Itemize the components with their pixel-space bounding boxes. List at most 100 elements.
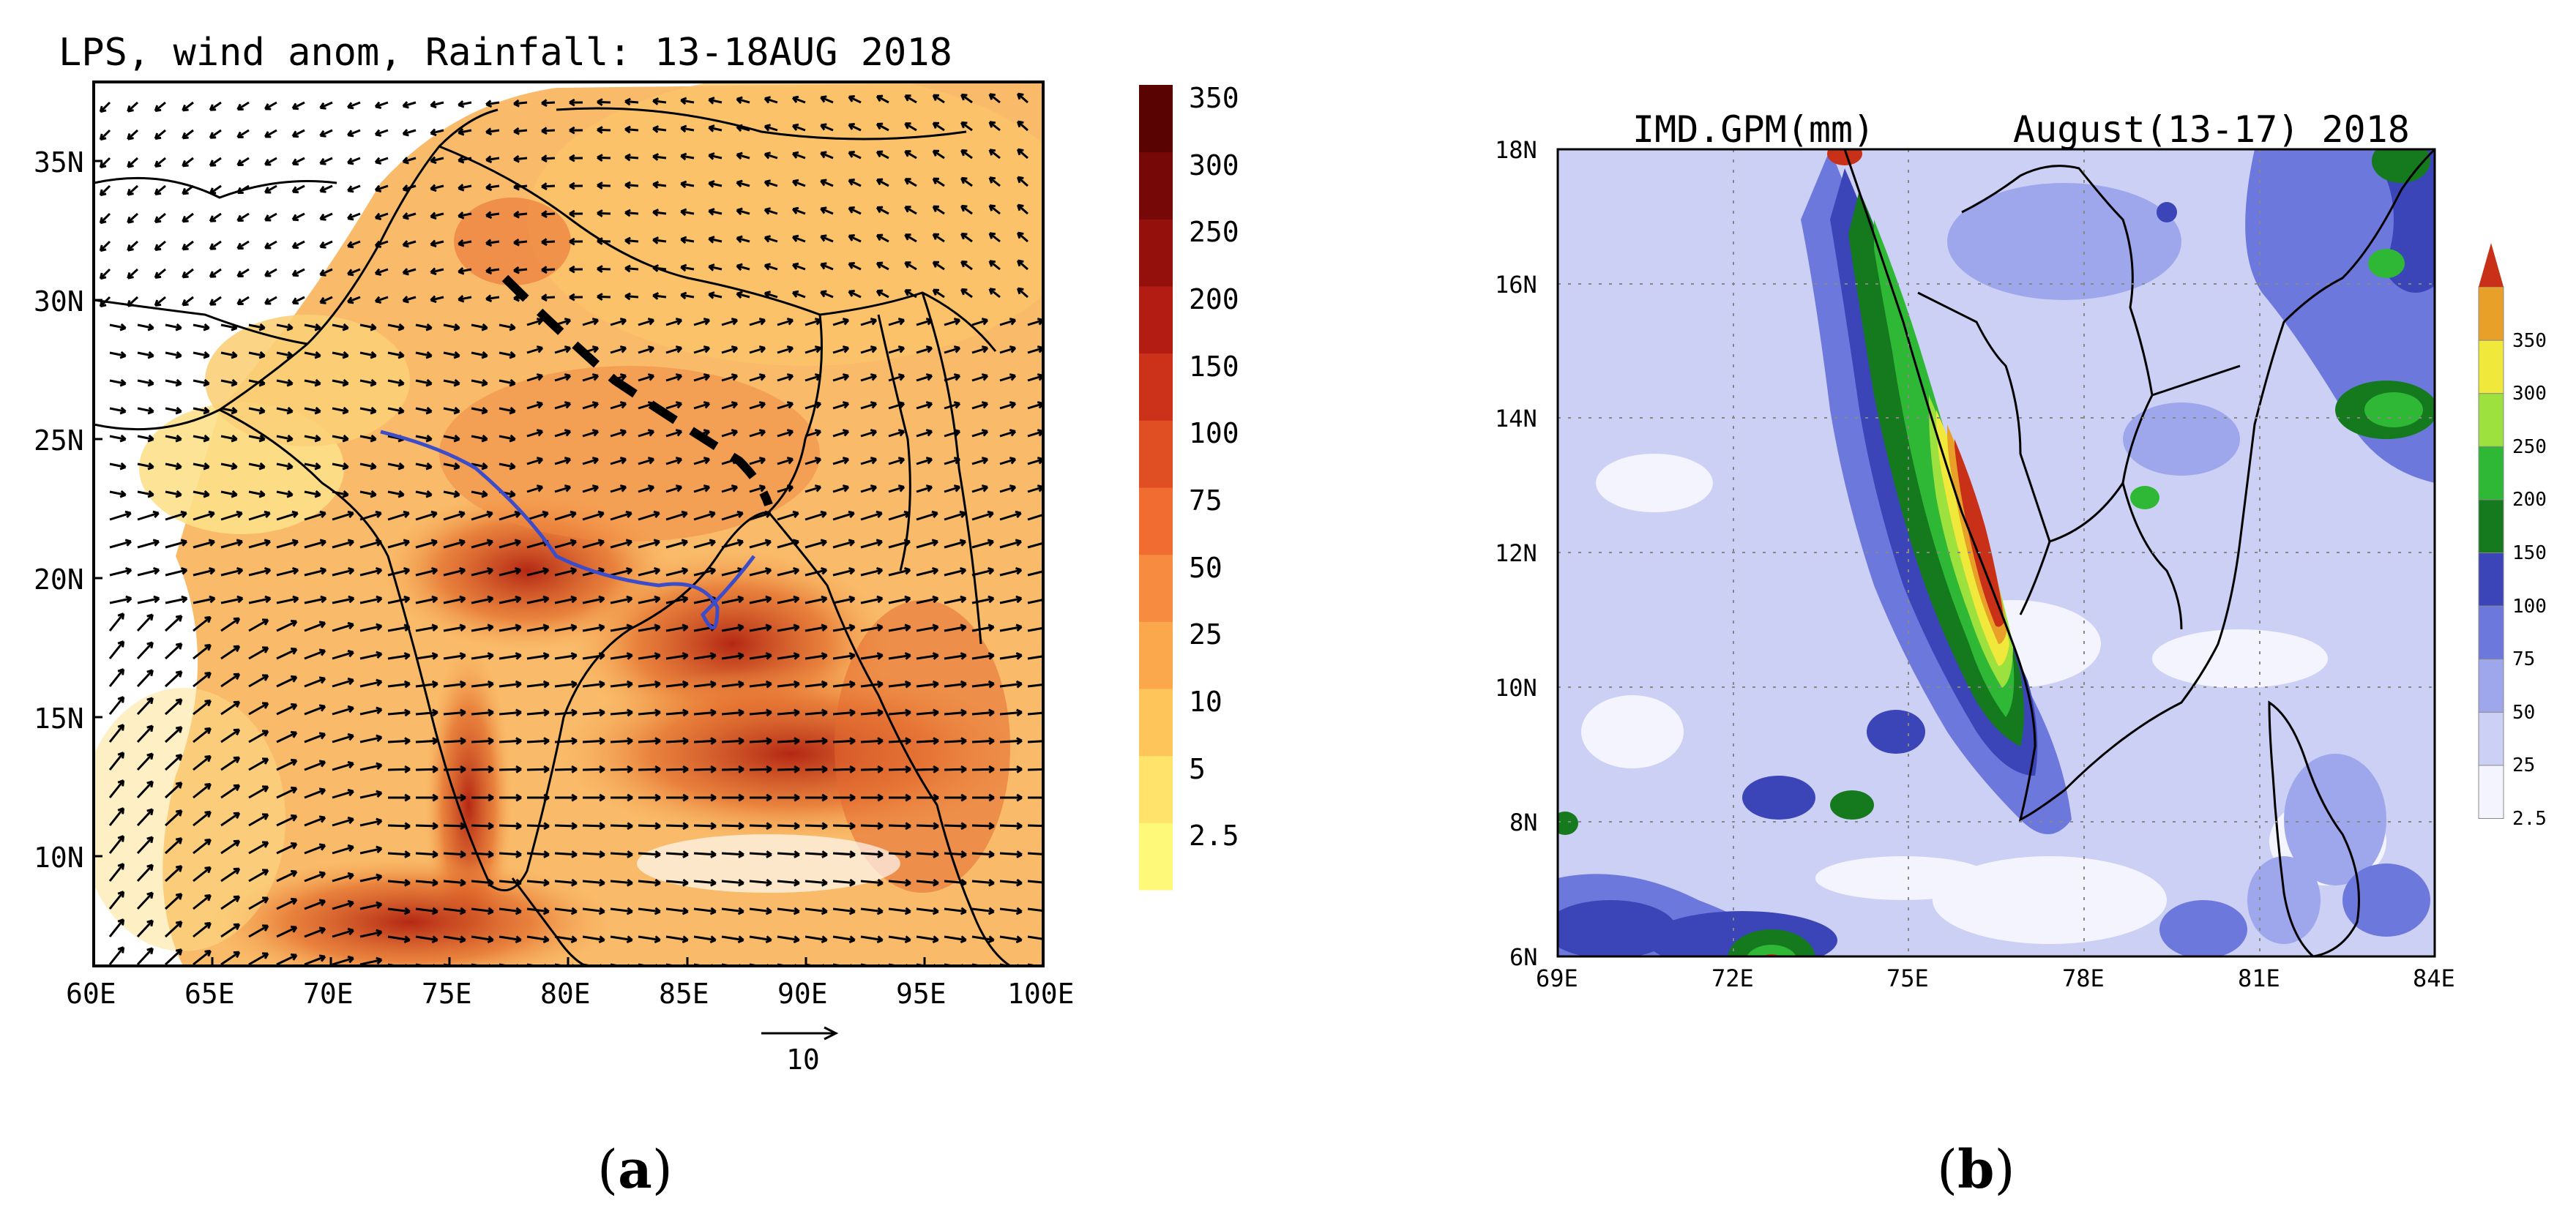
wind-vector [276, 434, 294, 443]
wind-vector [387, 935, 411, 944]
rainfall-contours [1558, 149, 2435, 956]
wind-vector [127, 101, 139, 113]
wind-vector [736, 291, 750, 299]
wind-vector [108, 752, 125, 771]
wind-vector [319, 212, 333, 221]
wind-vector [721, 765, 744, 773]
wind-vector [359, 678, 383, 688]
wind-vector [387, 850, 411, 858]
wind-vector [860, 652, 884, 660]
wind-vector [499, 567, 522, 577]
wind-vector [165, 462, 182, 471]
lat-tick-35n: 35N [34, 146, 84, 179]
wind-vector [971, 935, 995, 944]
wind-vector [791, 234, 806, 243]
wind-vector [944, 737, 967, 745]
wind-vector [415, 462, 433, 471]
wind-vector [971, 567, 995, 577]
wind-vector [904, 206, 917, 215]
wind-vector [193, 643, 212, 660]
wind-vector [804, 935, 828, 944]
wind-anomaly-vectors [99, 92, 1043, 966]
wind-vector [415, 378, 433, 387]
wind-vector [374, 296, 389, 304]
wind-vector [182, 129, 194, 140]
wind-vector [99, 240, 111, 252]
wind-vector [693, 793, 717, 802]
wind-vector [916, 539, 938, 549]
wind-vector [387, 793, 411, 802]
wind-vector [499, 737, 522, 745]
wind-vector [513, 266, 528, 274]
wind-vector [347, 268, 361, 277]
wind-vector [749, 595, 772, 604]
wind-vector [876, 261, 889, 271]
colorbar-b-label: 50 [2512, 701, 2536, 724]
wind-vector [304, 462, 321, 471]
wind-vector [154, 296, 166, 307]
wind-vector [1027, 683, 1043, 688]
wind-vector [443, 351, 460, 359]
wind-vector [304, 621, 326, 632]
wind-vector [332, 844, 354, 855]
wind-vector [804, 484, 822, 493]
colorbar-b-swatch [2478, 552, 2504, 607]
wind-vector [387, 378, 405, 387]
wind-vector [291, 212, 305, 222]
wind-vector [721, 708, 744, 717]
wind-vector [236, 240, 250, 250]
wind-vector [680, 263, 695, 272]
wind-vector [526, 567, 550, 577]
wind-vector [136, 919, 154, 938]
wind-vector [582, 401, 600, 410]
wind-vector [554, 567, 578, 577]
wind-vector [554, 680, 578, 689]
wind-vector [1027, 907, 1043, 913]
lat-tick-18n: 18N [1495, 136, 1537, 164]
wind-vector [387, 822, 411, 831]
wind-vector [332, 406, 349, 415]
wind-vector [108, 807, 125, 826]
wind-vector [264, 184, 277, 194]
wind-vector [164, 726, 183, 743]
wind-vector [610, 401, 627, 410]
wind-vector [693, 510, 716, 521]
wind-vector [276, 378, 294, 387]
colorbar-a-label: 350 [1189, 82, 1239, 114]
wind-vector [791, 95, 806, 104]
wind-vector [164, 948, 183, 966]
panel-a-label: (a) [597, 1138, 673, 1200]
wind-vector [182, 268, 194, 279]
wind-vector [332, 788, 354, 799]
lps-track [380, 430, 755, 630]
wind-vector [374, 212, 389, 220]
wind-vector [220, 595, 244, 604]
wind-vector [610, 510, 632, 521]
wind-vector [136, 641, 154, 660]
wind-vector [332, 434, 349, 443]
wind-vector [220, 510, 243, 521]
wind-vector [1027, 626, 1043, 632]
wind-vector [276, 567, 299, 577]
wind-vector [971, 345, 989, 354]
colorbar-b-swatch [2478, 764, 2504, 820]
wind-vector [415, 490, 433, 498]
wind-vector [387, 680, 411, 689]
wind-vector [304, 539, 326, 549]
wind-vector [848, 94, 862, 104]
wind-vector [359, 595, 383, 604]
wind-vector [248, 674, 269, 688]
wind-vector [471, 378, 488, 387]
wind-vector [526, 484, 544, 493]
wind-vector [749, 623, 772, 632]
wind-vector [638, 822, 661, 831]
wind-vector [971, 457, 989, 465]
wind-vector [999, 510, 1022, 521]
wind-vector [999, 737, 1023, 745]
panel-b-frame [1556, 148, 2436, 958]
wind-vector [665, 708, 689, 717]
wind-vector [721, 484, 739, 493]
wind-vector [971, 401, 989, 410]
wind-vector [359, 351, 377, 359]
wind-vector [804, 680, 828, 689]
